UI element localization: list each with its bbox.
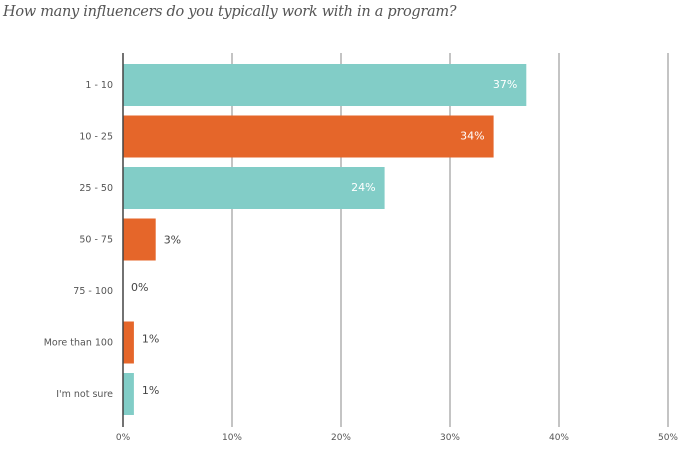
data-label: 34% — [460, 130, 484, 143]
x-tick-label: 50% — [658, 433, 678, 443]
x-tick-label: 30% — [440, 433, 460, 443]
bar — [123, 321, 134, 364]
category-label: 1 - 10 — [85, 80, 113, 91]
bar — [123, 373, 134, 415]
data-label: 0% — [131, 281, 148, 294]
data-label: 3% — [164, 234, 181, 247]
category-label: 75 - 100 — [73, 286, 113, 297]
x-tick-label: 0% — [116, 433, 131, 443]
bar — [123, 64, 527, 106]
category-label: 10 - 25 — [79, 132, 113, 143]
bar — [123, 115, 494, 158]
data-label: 1% — [142, 333, 159, 346]
category-label: 50 - 75 — [79, 235, 113, 246]
category-label: 25 - 50 — [79, 183, 113, 194]
x-tick-label: 20% — [331, 433, 351, 443]
x-tick-label: 10% — [222, 433, 242, 443]
category-label: More than 100 — [44, 338, 113, 349]
bar — [123, 218, 156, 261]
data-label: 37% — [493, 78, 517, 91]
bar — [123, 167, 385, 209]
data-label: 1% — [142, 384, 159, 397]
category-label: I'm not sure — [56, 389, 113, 400]
chart-title: How many influencers do you typically wo… — [3, 4, 457, 20]
data-label: 24% — [351, 181, 375, 194]
x-tick-label: 40% — [549, 433, 569, 443]
